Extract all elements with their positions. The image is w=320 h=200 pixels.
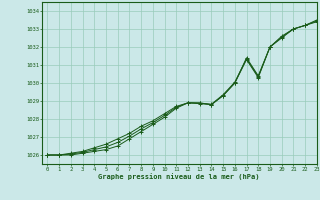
X-axis label: Graphe pression niveau de la mer (hPa): Graphe pression niveau de la mer (hPa) bbox=[99, 173, 260, 180]
